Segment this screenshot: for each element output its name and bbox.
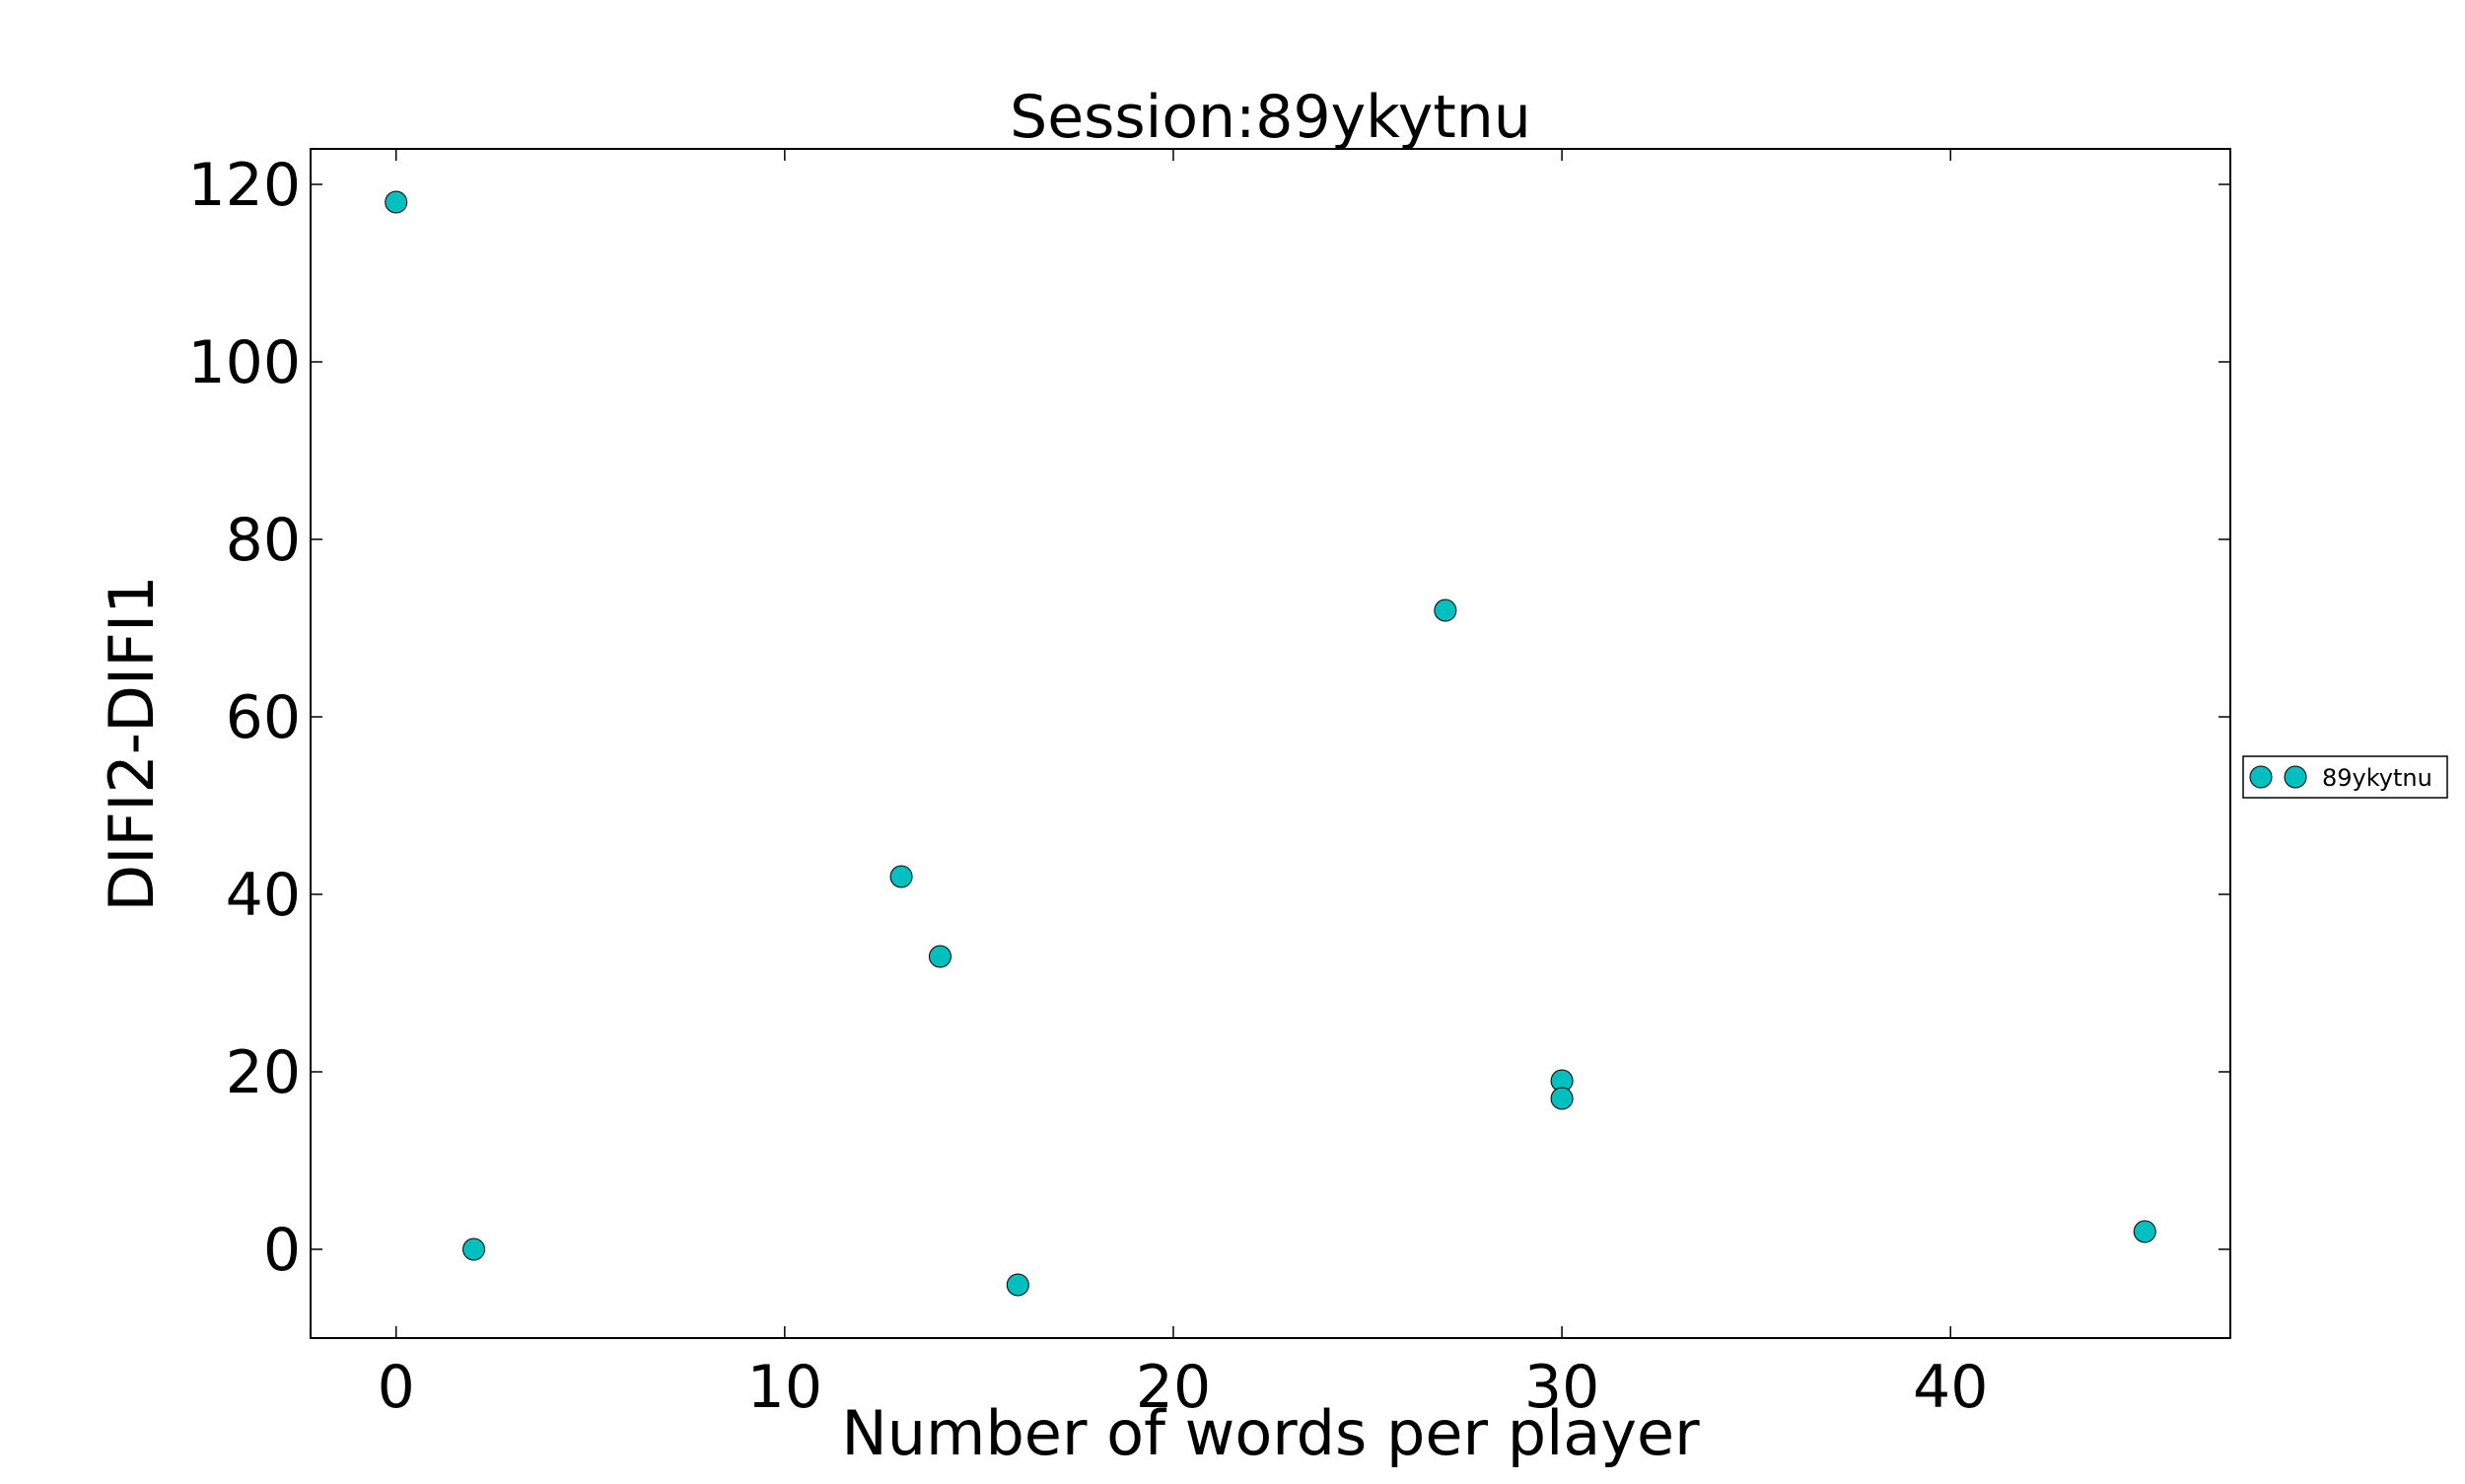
y-tick-label: 20 xyxy=(226,1038,301,1107)
x-tick-label: 10 xyxy=(747,1353,822,1422)
data-point xyxy=(385,190,408,214)
data-point xyxy=(2133,1220,2156,1243)
legend-box xyxy=(2242,755,2448,799)
y-tick-label: 0 xyxy=(263,1216,301,1285)
legend-label: 89ykytnu xyxy=(2322,764,2432,792)
y-tick-label: 100 xyxy=(187,328,301,397)
x-tick-label: 40 xyxy=(1913,1353,1988,1422)
x-tick-label: 20 xyxy=(1136,1353,1211,1422)
legend-marker xyxy=(2284,765,2307,789)
y-tick-label: 60 xyxy=(226,683,301,752)
data-point xyxy=(1006,1273,1029,1297)
points-layer xyxy=(385,190,2156,1297)
chart-title: Session:89ykytnu xyxy=(1010,83,1531,152)
legend-marker xyxy=(2249,765,2273,789)
data-point xyxy=(462,1237,486,1261)
plot-frame xyxy=(310,148,2231,1339)
y-tick-label: 120 xyxy=(187,151,301,220)
data-point xyxy=(889,865,913,888)
legend: 89ykytnu xyxy=(2242,755,2448,799)
data-point xyxy=(928,945,951,968)
y-tick-label: 80 xyxy=(226,506,301,575)
y-tick-label: 40 xyxy=(226,861,301,930)
data-point xyxy=(1434,599,1457,622)
y-axis-label: DIFI2-DIFI1 xyxy=(96,575,168,911)
ticks-layer: 0 10 20 30 40 0 20 40 60 80 100 120 xyxy=(187,149,2230,1422)
x-tick-label: 30 xyxy=(1524,1353,1599,1422)
x-tick-label: 0 xyxy=(378,1353,415,1422)
x-axis-label: Number of words per player xyxy=(841,1397,1700,1469)
data-point xyxy=(1550,1087,1574,1110)
